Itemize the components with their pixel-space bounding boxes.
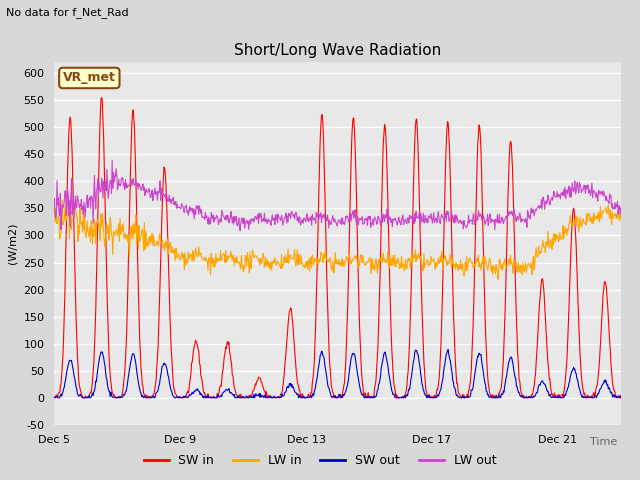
Y-axis label: (W/m2): (W/m2) [8,223,18,264]
Text: No data for f_Net_Rad: No data for f_Net_Rad [6,7,129,18]
Text: Time: Time [590,437,618,447]
Text: VR_met: VR_met [63,72,116,84]
Legend: SW in, LW in, SW out, LW out: SW in, LW in, SW out, LW out [138,449,502,472]
Title: Short/Long Wave Radiation: Short/Long Wave Radiation [234,44,441,59]
